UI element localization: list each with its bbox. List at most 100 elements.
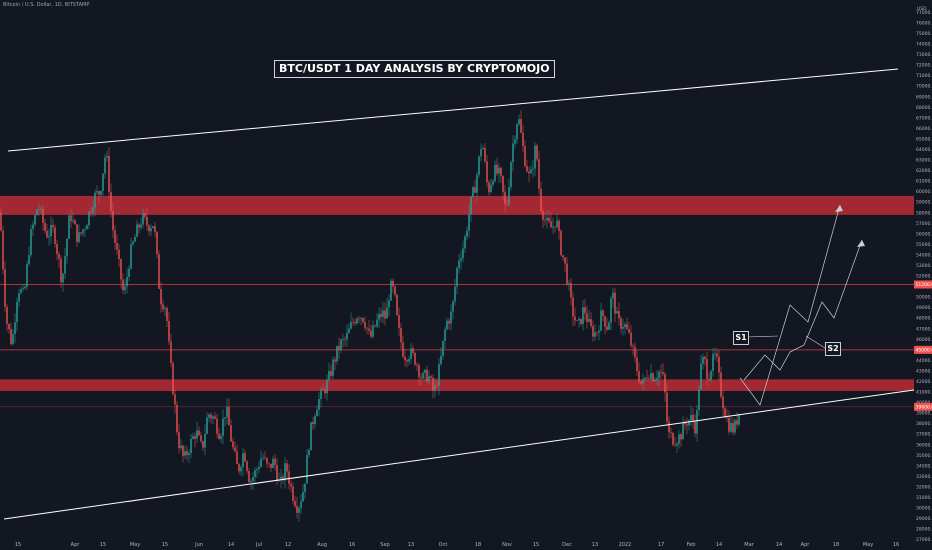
candle-body [214, 416, 216, 419]
y-tick-label: 30000.00 [916, 506, 932, 512]
x-tick-label: 13 [592, 542, 598, 548]
candle-body [4, 269, 6, 307]
candle-body [566, 263, 568, 284]
candle-body [530, 169, 532, 174]
candle-body [314, 416, 316, 425]
candle-body [652, 373, 654, 382]
candle-body [400, 328, 402, 343]
candle-body [528, 171, 530, 174]
s2-pointer [805, 335, 826, 349]
candle-body [614, 292, 616, 314]
candle-body [200, 435, 202, 442]
x-tick-label: 15 [100, 542, 106, 548]
candle-body [696, 410, 698, 434]
y-tick-label: 44000.00 [916, 358, 932, 364]
candle-body [444, 329, 446, 341]
candle-body [24, 286, 26, 289]
candle-body [190, 438, 192, 453]
y-tick-label: 28000.00 [916, 527, 932, 533]
candle-body [372, 325, 374, 337]
candle-body [60, 258, 62, 283]
y-tick-label: 74000.00 [916, 42, 932, 48]
y-tick-label: 76000.00 [916, 20, 932, 26]
candle-body [378, 313, 380, 320]
candle-body [418, 365, 420, 378]
price-axis[interactable]: 27000.00 28000.00 29000.00 30000.00 31000.00… [914, 6, 932, 543]
s2-label: S2 [825, 342, 841, 356]
candle-body [122, 279, 124, 291]
candle-body [30, 229, 32, 256]
x-tick-label: 12 [285, 542, 291, 548]
candle-body [42, 208, 44, 223]
candle-body [492, 181, 494, 185]
x-tick-label: 16 [349, 542, 355, 548]
candle-body [336, 345, 338, 362]
candle-body [206, 417, 208, 434]
candle-body [526, 166, 528, 172]
candle-body [458, 260, 460, 269]
candle-body [644, 377, 646, 380]
candle-body [540, 188, 542, 212]
candle-body [272, 458, 274, 468]
candle-body [96, 191, 98, 193]
candle-body [730, 422, 732, 432]
y-tick-label: 58000.00 [916, 210, 932, 216]
candle-body [468, 214, 470, 231]
candle-body [250, 481, 252, 483]
candle-body [402, 342, 404, 357]
candle-body [514, 139, 516, 144]
candle-body [208, 414, 210, 418]
candle-body [262, 457, 264, 459]
x-tick-label: 14 [716, 542, 722, 548]
candle-body [234, 447, 236, 452]
candle-body [728, 418, 730, 432]
candle-body [546, 217, 548, 221]
y-tick-label: 50000.00 [916, 295, 932, 301]
candle-body [440, 356, 442, 365]
candle-body [184, 451, 186, 456]
y-tick-label: 39000.00 [916, 411, 932, 417]
candle-body [326, 379, 328, 394]
y-tick-label: 34000.00 [916, 463, 932, 469]
candle-body [36, 209, 38, 216]
x-tick-label: Jul [255, 542, 262, 548]
candle-body [104, 157, 106, 174]
candle-body [406, 360, 408, 362]
candle-body [560, 230, 562, 256]
candle-body [2, 230, 4, 270]
y-tick-label: 72000.00 [916, 63, 932, 69]
candle-body [360, 317, 362, 319]
candle-body [522, 132, 524, 147]
candle-body [542, 211, 544, 220]
candle-body [608, 322, 610, 330]
y-tick-label: 68000.00 [916, 105, 932, 111]
candle-body [504, 191, 506, 204]
candle-body [316, 409, 318, 417]
s1-pointer [746, 335, 779, 338]
price-tag-bg [914, 345, 932, 354]
price-tag-label: 51200.00 [916, 282, 932, 288]
y-tick-label: 57000.00 [916, 221, 932, 227]
candle-body [54, 227, 56, 245]
candle-body [106, 155, 108, 158]
candle-body [196, 430, 198, 439]
candle-body [700, 363, 702, 390]
candle-body [658, 371, 660, 379]
candle-body [512, 143, 514, 163]
candle-body [532, 168, 534, 170]
candle-body [432, 377, 434, 391]
candle-body [226, 406, 228, 418]
y-tick-label: 63000.00 [916, 158, 932, 164]
x-tick-label: 2022 [619, 542, 632, 548]
candle-body [498, 167, 500, 174]
candle-body [392, 280, 394, 287]
candle-body [580, 318, 582, 325]
candle-body [98, 191, 100, 195]
candle-body [288, 471, 290, 484]
time-axis[interactable]: 15 Apr 15 May 15 Jun 14 Jul 12 Aug 16 Sep 13 Oct 18 Nov… [15, 542, 899, 548]
candle-body [254, 470, 256, 477]
candle-body [470, 196, 472, 215]
candle-body [344, 338, 346, 340]
candle-body [606, 326, 608, 330]
